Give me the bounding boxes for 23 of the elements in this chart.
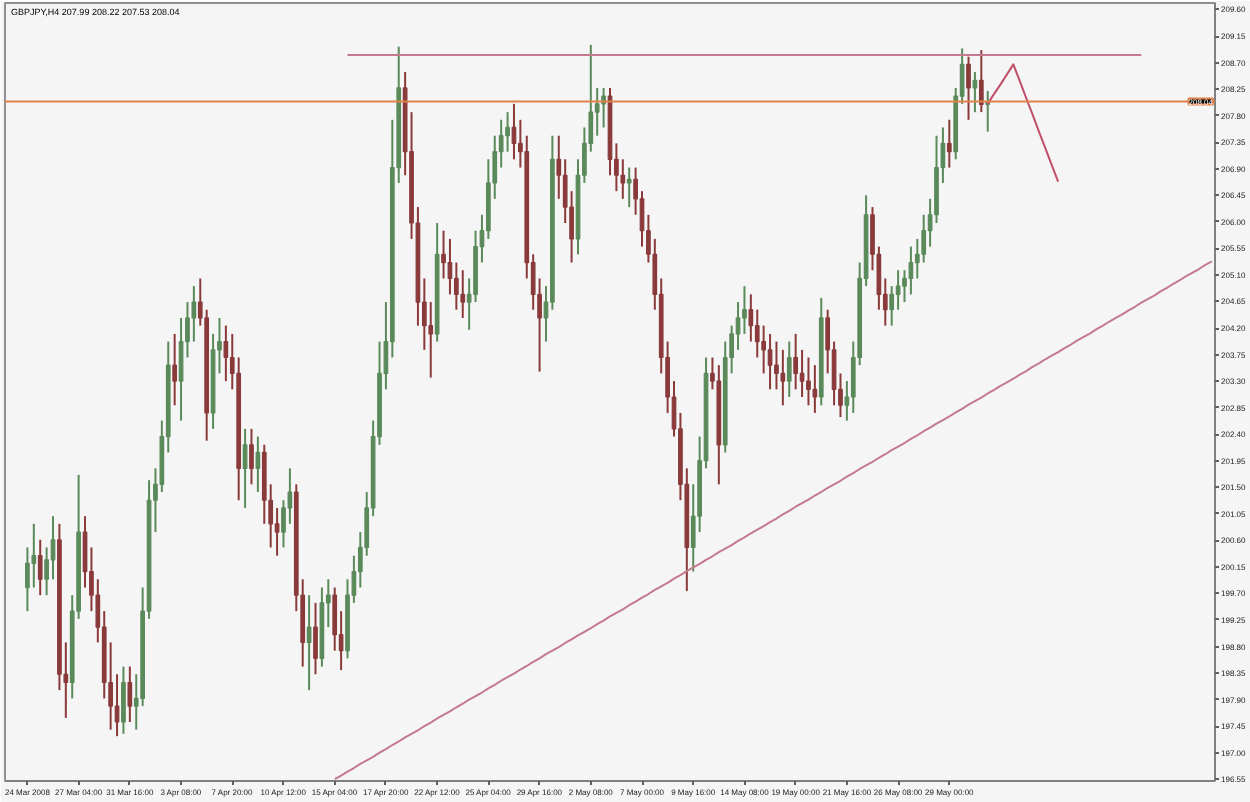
candlestick [978, 49, 984, 114]
line-series [333, 260, 1213, 781]
candlestick [793, 332, 799, 391]
candlestick [972, 71, 978, 114]
candlestick [908, 245, 914, 296]
candlestick [313, 601, 318, 676]
candlestick [966, 55, 971, 121]
candlestick [127, 665, 133, 724]
candlestick [946, 118, 952, 169]
candlestick [460, 269, 466, 319]
candlestick [306, 594, 312, 692]
candlestick [249, 427, 254, 486]
candlestick [121, 665, 126, 735]
candlestick [812, 364, 818, 414]
candlestick [626, 166, 632, 209]
candlestick [223, 324, 229, 383]
candlestick [172, 332, 178, 407]
candlestick [806, 356, 811, 407]
candlestick [786, 340, 792, 399]
candlestick [780, 348, 786, 407]
candlestick [37, 538, 43, 597]
candlestick [255, 435, 261, 493]
line-series [986, 63, 1060, 183]
